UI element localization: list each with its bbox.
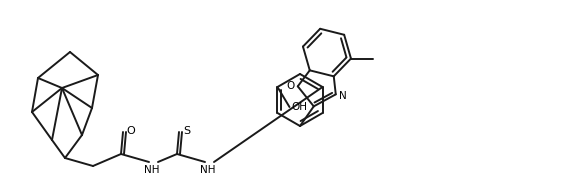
Text: S: S: [184, 126, 190, 136]
Text: O: O: [127, 126, 135, 136]
Text: OH: OH: [292, 102, 307, 112]
Text: NH: NH: [144, 165, 160, 175]
Text: NH: NH: [200, 165, 216, 175]
Text: O: O: [287, 81, 295, 91]
Text: N: N: [339, 91, 347, 101]
